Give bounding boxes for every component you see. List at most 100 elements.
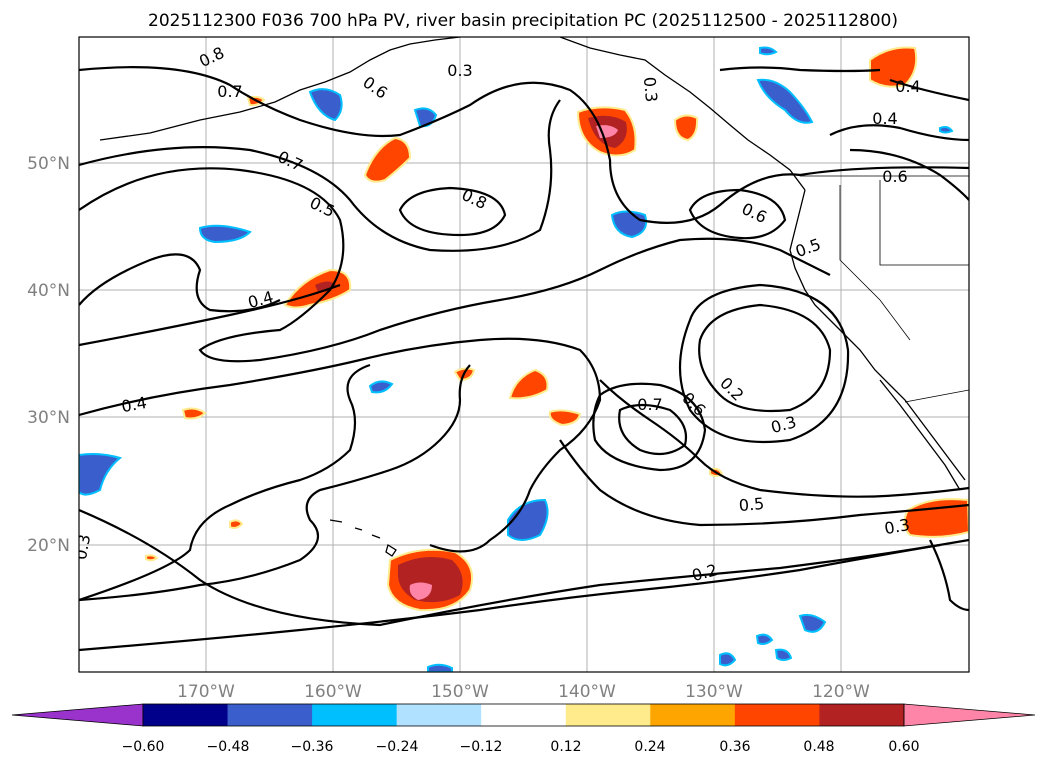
pv-contour — [849, 148, 969, 201]
precip-positive-area — [181, 407, 207, 420]
map-frame — [78, 36, 970, 673]
pv-contour — [79, 253, 281, 313]
colorbar-bin — [734, 704, 820, 726]
precip-positive-area — [508, 368, 549, 400]
map-panel: 0.8 0.7 0.6 0.3 0.3 0.7 0.5 0.8 0.4 0.6 … — [71, 36, 970, 673]
lon-tick-label: 130°W — [685, 682, 743, 702]
colorbar-bin — [819, 704, 905, 726]
lat-tick-label: 40°N — [27, 281, 70, 301]
precip-negative-area — [939, 126, 954, 134]
colorbar-bin — [312, 704, 398, 726]
border-states-west — [839, 185, 911, 341]
precip-negative-area — [759, 46, 778, 56]
precip-negative-area — [756, 78, 814, 124]
colorbar-bin — [227, 704, 313, 726]
pv-contour — [719, 66, 881, 73]
lon-tick-labels: 170°W 160°W 150°W 140°W 130°W 120°W — [177, 682, 870, 702]
precip-negative-area — [755, 633, 774, 645]
pv-contour — [79, 337, 602, 553]
pv-contour — [618, 403, 688, 456]
precip-negative-area — [308, 88, 343, 122]
pv-contour — [79, 363, 371, 602]
contour-label: 0.4 — [120, 393, 148, 416]
contour-label: 0.3 — [883, 515, 911, 538]
precip-positive-area — [903, 498, 969, 538]
colorbar-tick-labels: −0.60 −0.48 −0.36 −0.24 −0.12 0.12 0.24 … — [122, 739, 920, 755]
contour-label: 0.3 — [71, 533, 94, 561]
precip-negative-area — [79, 453, 123, 496]
contour-label: 0.7 — [637, 395, 662, 414]
pv-contours — [79, 66, 969, 652]
graticule — [79, 37, 969, 672]
precip-positive-area — [145, 554, 159, 562]
lon-tick-label: 140°W — [558, 682, 616, 702]
precip-negative-area — [427, 663, 453, 672]
contour-label: 0.4 — [895, 77, 920, 96]
colorbar-tick-label: −0.12 — [460, 739, 503, 755]
pv-contour — [79, 538, 969, 652]
pv-contour — [688, 188, 787, 240]
pv-contour — [592, 382, 707, 472]
pv-contour — [79, 283, 341, 347]
pv-contour — [398, 186, 507, 237]
contour-label: 0.3 — [640, 76, 661, 103]
precip-negative-area — [798, 613, 827, 633]
pv-contour — [889, 78, 969, 102]
precip-positive-area — [363, 136, 412, 183]
lat-tick-label: 20°N — [27, 536, 70, 556]
pv-contour — [559, 439, 969, 527]
colorbar-tick-label: 0.48 — [803, 739, 834, 755]
coastline-alaska — [99, 37, 461, 141]
lon-tick-label: 120°W — [812, 682, 870, 702]
colorbar-bin — [481, 704, 567, 726]
lat-tick-label: 30°N — [27, 408, 70, 428]
lat-tick-labels: 50°N 40°N 30°N 20°N — [27, 154, 70, 556]
colorbar-tick-label: −0.60 — [122, 739, 165, 755]
precip-negative-area — [368, 380, 394, 394]
contour-label: 0.6 — [882, 167, 907, 186]
colorbar-bin — [650, 704, 736, 726]
colorbar-tick-label: −0.36 — [291, 739, 334, 755]
pv-contour — [829, 124, 969, 142]
contour-label: 0.5 — [738, 494, 765, 515]
contour-label: 0.3 — [447, 61, 472, 80]
coastline-alaska-panhandle — [559, 37, 806, 191]
colorbar-tick-label: 0.12 — [550, 739, 581, 755]
coastline-baja — [879, 379, 961, 491]
pv-contour — [79, 99, 561, 252]
pv-contour — [79, 364, 471, 602]
precip-positive-area — [869, 46, 918, 88]
precip-positive-area — [409, 582, 432, 600]
colorbar-tick-label: 0.24 — [634, 739, 665, 755]
contour-label: 0.4 — [872, 109, 897, 128]
colorbar-bin — [396, 704, 482, 726]
lat-tick-label: 50°N — [27, 154, 70, 174]
pv-contour — [79, 508, 941, 627]
pv-contour — [79, 66, 969, 224]
pv-contour — [678, 283, 850, 444]
figure-title: 2025112300 F036 700 hPa PV, river basin … — [148, 11, 898, 31]
precip-shading — [79, 46, 969, 672]
lon-tick-label: 170°W — [177, 682, 235, 702]
lon-tick-label: 150°W — [431, 682, 489, 702]
pv-contour — [599, 379, 969, 498]
lon-tick-label: 160°W — [304, 682, 362, 702]
border-states-east — [879, 180, 969, 266]
precip-positive-area — [673, 114, 699, 142]
colorbar-extend-max — [903, 703, 1036, 727]
colorbar-tick-label: −0.24 — [376, 739, 419, 755]
colorbar-frame — [142, 703, 905, 727]
contour-label: 0.7 — [217, 82, 242, 101]
precip-positive-area — [229, 519, 244, 529]
island-hawaii — [329, 519, 397, 557]
pv-contour — [698, 303, 832, 413]
colorbar-tick-label: 0.36 — [719, 739, 750, 755]
colorbar-extend-min — [11, 703, 144, 727]
colorbar-tick-label: 0.60 — [888, 739, 919, 755]
precip-negative-area — [774, 648, 793, 661]
border-us-mexico — [904, 389, 969, 403]
precip-positive-area — [548, 409, 582, 427]
colorbar — [11, 703, 1036, 727]
colorbar-tick-label: −0.48 — [207, 739, 250, 755]
